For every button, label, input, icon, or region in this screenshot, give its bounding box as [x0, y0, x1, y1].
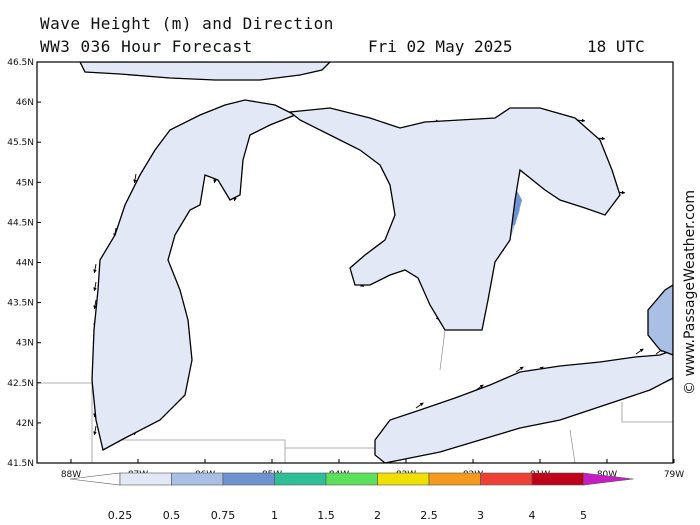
lat-label: 45N [16, 178, 34, 188]
wave-arrow [93, 299, 97, 310]
wave-arrow [415, 402, 424, 409]
lat-label: 44.5N [7, 218, 34, 228]
colorbar-label: 0.5 [163, 509, 181, 522]
colorbar-label: 1 [271, 509, 278, 522]
colorbar-segment [480, 472, 533, 486]
colorbar-segment [274, 472, 327, 486]
lat-label: 42N [16, 419, 34, 429]
forecast-date: Fri 02 May 2025 [368, 37, 513, 56]
lat-label: 45.5N [7, 138, 34, 148]
credit-text: © www.PassageWeather.com [682, 190, 698, 395]
colorbar-label: 3 [477, 509, 484, 522]
colorbar-label: 1.5 [317, 509, 335, 522]
colorbar-segment [531, 472, 584, 486]
colorbar-high-cap [583, 472, 634, 486]
colorbar-segment [222, 472, 275, 486]
colorbar-label: 4 [529, 509, 536, 522]
lat-label: 46N [16, 98, 34, 108]
wave-arrow [93, 263, 97, 274]
wave-arrow [515, 366, 524, 373]
lat-label: 44N [16, 259, 34, 269]
map-title: Wave Height (m) and Direction [40, 14, 334, 33]
latitude-labels: 46.5N 46N 45.5N 45N 44.5N 44N 43.5N 43N 42.5N 42N… [7, 58, 41, 469]
lat-label: 42.5N [7, 379, 34, 389]
colorbar-segment [325, 472, 378, 486]
colorbar-label: 0.25 [108, 509, 133, 522]
lat-label: 43N [16, 339, 34, 349]
colorbar-label: 0.75 [211, 509, 236, 522]
lat-label: 41.5N [7, 459, 34, 469]
colorbar-label: 2 [374, 509, 381, 522]
lon-label: 79W [664, 470, 684, 480]
wave-arrow [93, 425, 97, 436]
wave-height-colorbar: 0.25 0.5 0.75 1 1.5 2 2.5 3 4 5 [69, 472, 634, 522]
lon-label: 80W [597, 470, 617, 480]
wave-arrow [133, 173, 137, 184]
lat-label: 43.5N [7, 299, 34, 309]
wave-arrow [635, 348, 644, 355]
lon-label: 88W [61, 470, 81, 480]
colorbar-segment [428, 472, 481, 486]
forecast-label: WW3 036 Hour Forecast [40, 37, 253, 56]
colorbar-label: 5 [580, 509, 587, 522]
colorbar-label: 2.5 [420, 509, 438, 522]
wave-arrow [93, 281, 97, 292]
colorbar-segment [119, 472, 172, 486]
forecast-time: 18 UTC [587, 37, 645, 56]
colorbar-segment [171, 472, 224, 486]
lat-label: 46.5N [7, 58, 34, 68]
colorbar-segment [377, 472, 430, 486]
